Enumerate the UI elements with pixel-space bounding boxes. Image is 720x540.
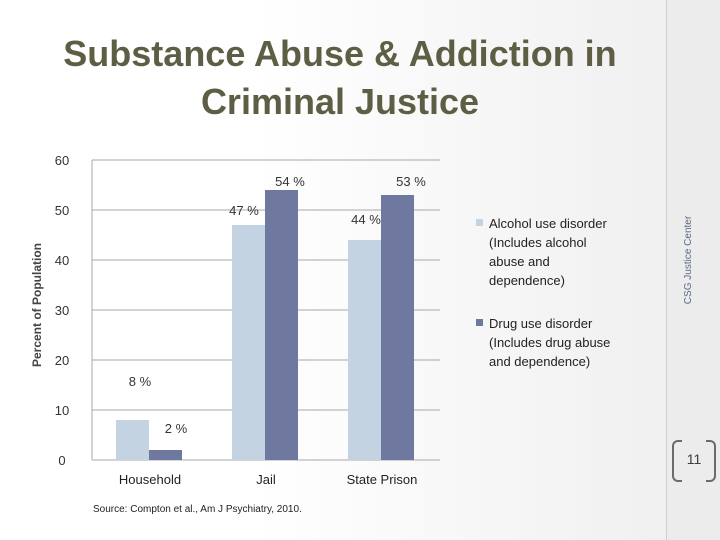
bar-jail-alcohol (232, 225, 265, 460)
slide-title: Substance Abuse & Addiction in Criminal … (63, 33, 617, 122)
data-label: 53 % (396, 174, 426, 189)
page-number: 11 (686, 451, 702, 467)
legend-label-alcohol: Alcohol use disorder (Includes alcohol a… (489, 216, 607, 288)
legend-swatch-alcohol (476, 219, 483, 226)
y-tick-label: 0 (58, 453, 65, 468)
side-label: CSG Justice Center (683, 215, 694, 305)
y-tick-label: 50 (55, 203, 69, 218)
data-label: 47 % (229, 203, 259, 218)
data-label: 2 % (165, 421, 188, 436)
x-tick-label: Jail (256, 472, 276, 487)
page-bracket-right (706, 440, 716, 482)
y-tick-label: 10 (55, 403, 69, 418)
data-label: 44 % (351, 212, 381, 227)
legend-label-drug: Drug use disorder (Includes drug abuse a… (489, 316, 611, 369)
page-bracket-left (672, 440, 682, 482)
y-tick-label: 30 (55, 303, 69, 318)
bar-state-prison-drug (381, 195, 414, 460)
legend-item-alcohol: Alcohol use disorder (Includes alcohol a… (476, 214, 646, 290)
x-tick-label: State Prison (347, 472, 418, 487)
bar-household-drug (149, 450, 182, 460)
side-bar (666, 0, 720, 540)
data-label: 54 % (275, 174, 305, 189)
legend-swatch-drug (476, 319, 483, 326)
y-tick-label: 20 (55, 353, 69, 368)
y-tick-label: 60 (55, 153, 69, 168)
bar-jail-drug (265, 190, 298, 460)
bar-household-alcohol (116, 420, 149, 460)
legend-item-drug: Drug use disorder (Includes drug abuse a… (476, 314, 646, 371)
data-label: 8 % (129, 374, 152, 389)
x-tick-label: Household (119, 472, 181, 487)
source-note: Source: Compton et al., Am J Psychiatry,… (93, 504, 302, 515)
y-tick-label: 40 (55, 253, 69, 268)
bar-state-prison-alcohol (348, 240, 381, 460)
